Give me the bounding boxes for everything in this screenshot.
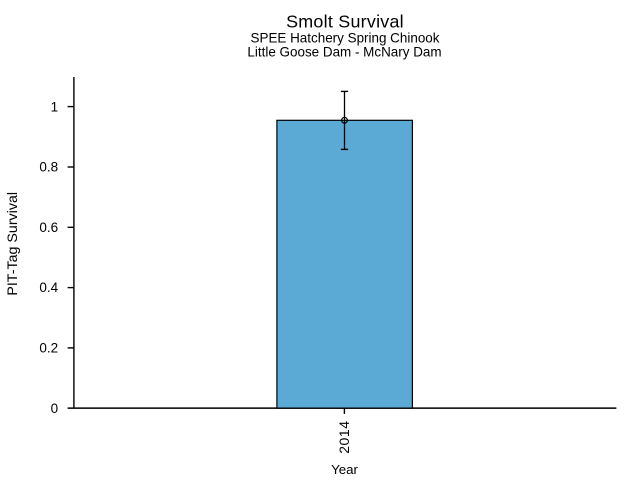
svg-text:SPEE Hatchery Spring Chinook: SPEE Hatchery Spring Chinook	[251, 30, 440, 45]
svg-text:0.6: 0.6	[39, 220, 58, 235]
svg-text:0: 0	[51, 401, 59, 416]
svg-text:0.4: 0.4	[39, 280, 58, 295]
svg-text:Little Goose Dam - McNary Dam: Little Goose Dam - McNary Dam	[247, 45, 441, 60]
svg-text:Year: Year	[331, 462, 358, 477]
svg-text:1: 1	[51, 99, 59, 114]
svg-text:Smolt Survival: Smolt Survival	[286, 12, 404, 32]
svg-text:2014: 2014	[336, 420, 352, 453]
svg-text:PIT-Tag Survival: PIT-Tag Survival	[5, 192, 21, 296]
svg-text:0.2: 0.2	[39, 341, 58, 356]
svg-text:0.8: 0.8	[39, 160, 58, 175]
